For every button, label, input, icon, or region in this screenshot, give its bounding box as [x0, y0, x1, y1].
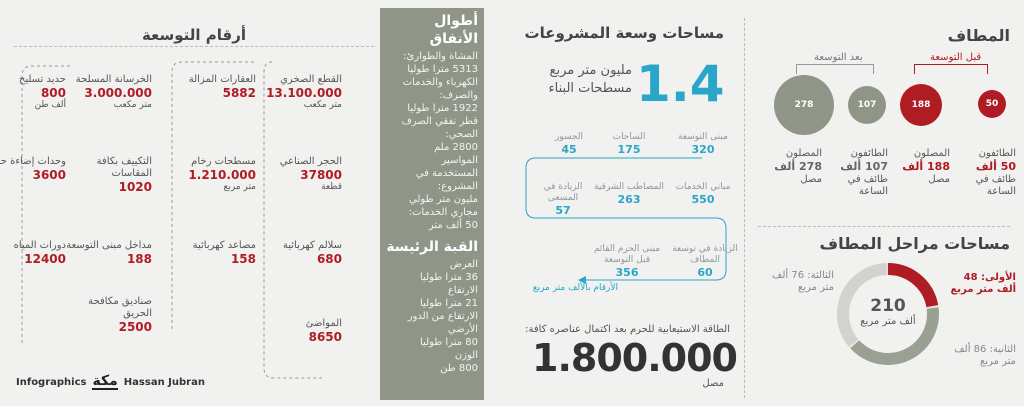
expansion-entrances: مداخل مبنى التوسعة 188	[66, 240, 152, 266]
expansion-ablution: المواضئ 8650	[305, 318, 342, 344]
phase-first-label: الأولى: 48 ألف متر مربع	[950, 272, 1016, 295]
expansion-rock-cutting: القطع الصخري 13.100.000 متر مكعب	[266, 74, 342, 110]
expansion-loop-left	[21, 65, 70, 346]
tunnels-text: المشاة والطوارئ: 5313 مترا طوليا الكهربا…	[401, 51, 478, 231]
expansion-title: أرقام التوسعة	[141, 26, 246, 44]
mataf-title: المطاف	[947, 26, 1010, 45]
projects-title: مساحات وسعة المشروعات	[524, 24, 724, 42]
expansion-artificial-stone: الحجر الصناعي 37800 قطعة	[279, 156, 342, 192]
expansion-loop-middle	[171, 61, 254, 332]
phase-third-segment	[837, 263, 939, 365]
phases-center-unit: ألف متر مربع	[860, 316, 916, 327]
project-expansion-building: مبنى التوسعة 320	[678, 132, 728, 156]
capacity-value: 1.800.000	[532, 336, 738, 380]
phases-title: مساحات مراحل المطاف	[819, 234, 1010, 253]
tunnels-panel: أطوال الأنفاق المشاة والطوارئ: 5313 مترا…	[380, 8, 484, 400]
project-mataf-increase: الزيادة في توسعة المطاف 60	[672, 244, 738, 279]
phase-third-label: الثالثة: 76 ألف متر مربع	[772, 270, 834, 293]
projects-big-caption: مليون متر مربع مسطحات البناء	[548, 63, 632, 96]
logo-icon: مكة	[92, 373, 118, 390]
phase-second-label: الثانية: 86 ألف متر مربع	[954, 344, 1016, 367]
credits-author: Hassan Jubran	[123, 376, 205, 388]
credits-infographics: Infographics	[16, 376, 87, 388]
phases-center: 210 ألف متر مربع	[852, 296, 924, 328]
expansion-marble: مسطحات رخام 1.210.000 متر مربع	[188, 156, 256, 192]
projects-big-number: 1.4	[636, 55, 725, 113]
expansion-rebar: حديد تسليح 800 ألف طن	[18, 74, 66, 110]
mataf-caption-1: الطائفون 50 ألف طائف في الساعة	[975, 148, 1016, 197]
project-existing-haram: مبنى الحرم القائم قبل التوسعة 356	[593, 244, 661, 279]
credits: Infographics مكة Hassan Jubran	[16, 374, 205, 390]
project-bridges: الجسور 45	[554, 132, 584, 156]
expansion-fire-boxes: صناديق مكافحة الحريق 2500	[88, 296, 152, 334]
mataf-caption-3: الطائفون 107 ألف طائف في الساعة	[840, 148, 888, 197]
expansion-elevators: مصاعد كهربائية 158	[192, 240, 256, 266]
project-squares: الساحات 175	[612, 132, 646, 156]
after-label: بعد التوسعة	[814, 52, 863, 63]
circle-tawaf-after: 107	[848, 86, 886, 124]
expansion-restrooms: دورات المياه 12400	[13, 240, 66, 266]
expansion-reinforced-concrete: الخرسانة المسلحة 3.000.000 متر مكعب	[75, 74, 152, 110]
circle-prayers-after: 278	[774, 75, 834, 135]
expansion-removed-properties: العقارات المزالة 5882	[188, 74, 256, 100]
phase-second-segment	[837, 263, 939, 365]
project-service-buildings: مباني الخدمات 550	[675, 182, 731, 206]
project-masaa-increase: الزيادة في المسعى 57	[543, 182, 583, 217]
capacity-label: الطاقة الاستيعابية للحرم بعد اكتمال عناص…	[525, 324, 730, 335]
bracket-before	[914, 64, 988, 74]
circle-prayers-before: 188	[900, 84, 942, 126]
phases-center-value: 210	[870, 296, 906, 316]
dome-title: القبة الرئيسة	[386, 239, 478, 255]
mataf-caption-2: المصلون 188 ألف مصل	[902, 148, 950, 185]
expansion-wall-lights: وحدات إضاءة حائطية3600	[0, 156, 66, 182]
before-label: قبل التوسعة	[930, 52, 982, 63]
capacity-unit: مصل	[702, 378, 724, 389]
mataf-divider	[744, 18, 745, 398]
dome-text: العرض 36 مترا طوليا الارتفاع 21 مترا طول…	[407, 259, 478, 374]
expansion-ac-units: التكييف بكافة المقاسات 1020	[96, 156, 152, 194]
projects-note: الأرقام بالألف متر مربع	[532, 283, 618, 293]
mataf-caption-4: المصلون 278 ألف مصل	[774, 148, 822, 185]
phases-divider	[758, 226, 1010, 227]
circle-tawaf-before: 50	[978, 90, 1006, 118]
phases-donut	[837, 263, 939, 365]
expansion-divider	[14, 46, 374, 47]
tunnels-title: أطوال الأنفاق	[429, 13, 478, 47]
phase-first-segment	[837, 263, 939, 365]
project-eastern-terraces: المصاطب الشرقية 263	[594, 182, 664, 206]
projects-flow-line	[525, 157, 727, 284]
expansion-escalators: سلالم كهربائية 680	[282, 240, 342, 266]
bracket-after	[796, 64, 874, 74]
